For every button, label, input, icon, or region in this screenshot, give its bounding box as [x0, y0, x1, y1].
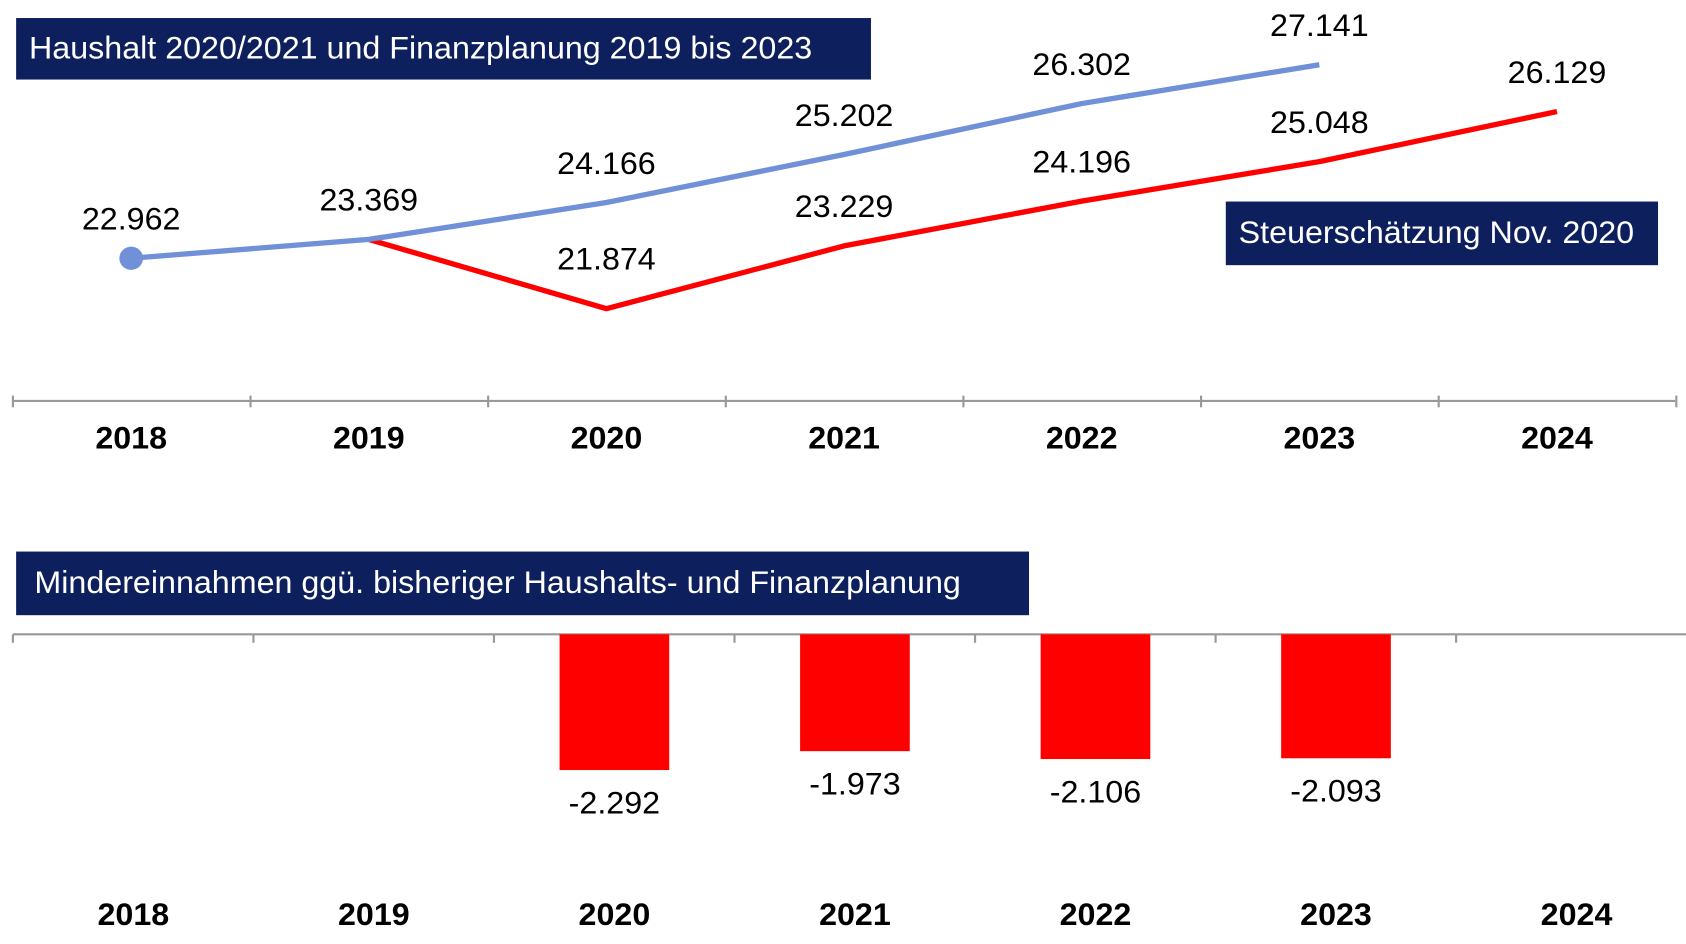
- data-label: 22.962: [82, 201, 181, 237]
- series-line: [368, 108, 1558, 312]
- bar: [559, 634, 670, 771]
- series-box: [1225, 201, 1659, 266]
- x-tick-label: 2021: [808, 420, 880, 456]
- x-tick-label: 2022: [1060, 896, 1132, 932]
- x-tick-label: 2019: [338, 896, 410, 932]
- data-label: 26.302: [1032, 46, 1131, 82]
- bar: [1281, 634, 1391, 759]
- x-tick-label: 2020: [579, 896, 651, 932]
- bar: [1040, 634, 1151, 760]
- chart-title: Mindereinnahmen ggü. bisheriger Haushalt…: [34, 564, 960, 600]
- data-label: 24.166: [557, 145, 656, 181]
- series-line: [130, 62, 1320, 261]
- data-label: 23.229: [795, 188, 894, 224]
- x-tick-label: 2023: [1283, 420, 1355, 456]
- series-box: [16, 18, 871, 80]
- x-tick-label: 2022: [1046, 420, 1118, 456]
- x-tick-label: 2018: [95, 420, 167, 456]
- data-label: 23.369: [320, 182, 419, 218]
- x-tick-label: 2020: [571, 420, 643, 456]
- x-tick-label: 2023: [1300, 896, 1372, 932]
- data-label: 24.196: [1032, 144, 1131, 180]
- x-tick-label: 2021: [819, 896, 891, 932]
- x-tick-label: 2024: [1521, 420, 1593, 456]
- series-name: Haushalt 2020/2021 und Finanzplanung 201…: [29, 29, 812, 65]
- data-label: -2.093: [1290, 773, 1381, 809]
- data-label: 21.874: [557, 241, 656, 277]
- x-tick-label: 2019: [333, 420, 405, 456]
- data-label: -2.292: [569, 785, 660, 821]
- data-label: -1.973: [809, 766, 900, 802]
- data-label: 25.048: [1270, 104, 1369, 140]
- point: [119, 246, 144, 270]
- bar: [800, 634, 910, 752]
- data-label: 25.202: [795, 97, 894, 133]
- series-name: Steuerschätzung Nov. 2020: [1239, 214, 1634, 250]
- data-label: 27.141: [1270, 7, 1369, 43]
- x-tick-label: 2018: [97, 896, 169, 932]
- data-label: 26.129: [1508, 54, 1607, 90]
- title-box: [16, 551, 1030, 616]
- data-label: -2.106: [1050, 774, 1141, 810]
- x-tick-label: 2024: [1541, 896, 1613, 932]
